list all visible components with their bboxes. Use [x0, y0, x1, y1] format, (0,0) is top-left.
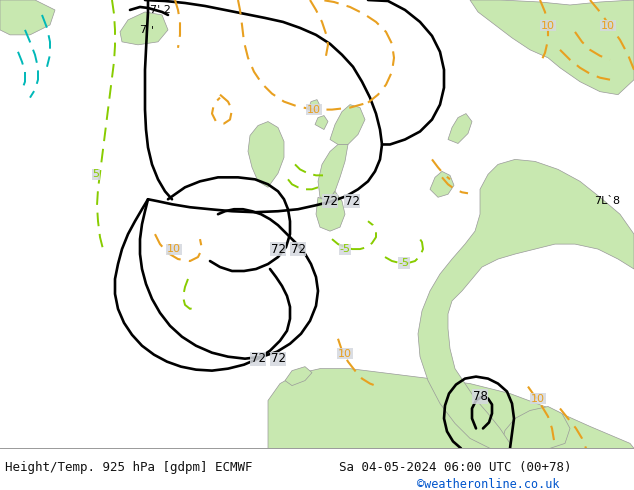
Text: Sa 04-05-2024 06:00 UTC (00+78): Sa 04-05-2024 06:00 UTC (00+78): [339, 461, 572, 474]
Text: 10: 10: [307, 104, 321, 115]
Polygon shape: [330, 105, 365, 145]
Polygon shape: [500, 407, 570, 448]
Polygon shape: [430, 172, 454, 197]
Text: 10: 10: [541, 21, 555, 31]
Text: 7: 7: [139, 25, 146, 35]
Polygon shape: [315, 116, 328, 129]
Text: 10: 10: [531, 393, 545, 404]
Text: 72: 72: [271, 243, 285, 256]
Text: 5: 5: [93, 170, 100, 179]
Text: 10: 10: [338, 349, 352, 359]
Text: -5: -5: [339, 244, 351, 254]
Polygon shape: [308, 99, 320, 113]
Polygon shape: [418, 159, 634, 448]
Polygon shape: [248, 122, 284, 187]
Text: 72: 72: [250, 352, 266, 365]
Polygon shape: [0, 0, 55, 35]
Polygon shape: [448, 114, 472, 144]
Polygon shape: [268, 368, 634, 448]
Text: ©weatheronline.co.uk: ©weatheronline.co.uk: [417, 478, 560, 490]
Text: 72: 72: [290, 243, 306, 256]
Text: 72: 72: [271, 352, 285, 365]
Text: 7' 2: 7' 2: [150, 5, 171, 15]
Text: 7L`8: 7L`8: [594, 196, 620, 206]
Polygon shape: [470, 0, 634, 95]
Text: 72: 72: [344, 195, 359, 208]
Polygon shape: [316, 191, 345, 231]
Text: 10: 10: [167, 244, 181, 254]
Text: 10: 10: [601, 21, 615, 31]
Text: Height/Temp. 925 hPa [gdpm] ECMWF: Height/Temp. 925 hPa [gdpm] ECMWF: [5, 461, 252, 474]
Text: ': ': [150, 25, 153, 35]
Polygon shape: [120, 12, 168, 45]
Text: 78: 78: [472, 390, 488, 403]
Text: -5: -5: [399, 258, 410, 268]
Polygon shape: [318, 145, 348, 201]
Polygon shape: [285, 367, 312, 386]
Text: 72: 72: [323, 195, 337, 208]
